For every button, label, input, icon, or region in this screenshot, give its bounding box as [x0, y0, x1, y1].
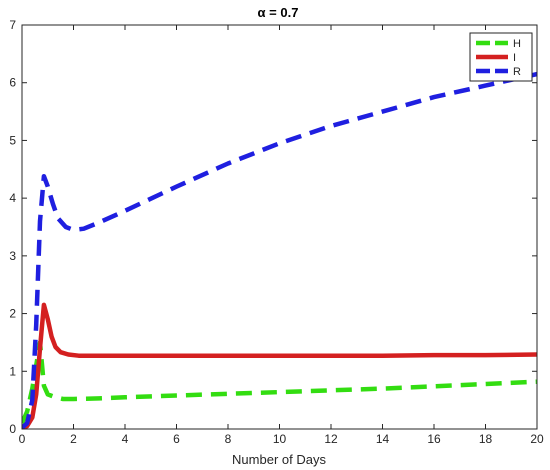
legend-label-i: I — [513, 52, 516, 64]
x-axis-title: Number of Days — [232, 452, 326, 467]
x-tick-label: 8 — [225, 432, 232, 446]
x-tick-label: 12 — [324, 432, 338, 446]
y-tick-label: 5 — [9, 133, 16, 147]
x-tick-label: 6 — [173, 432, 180, 446]
x-tick-label: 10 — [273, 432, 287, 446]
y-tick-label: 6 — [9, 76, 16, 90]
series-line-r — [22, 71, 537, 429]
y-tick-label: 0 — [9, 422, 16, 436]
x-tick-label: 20 — [530, 432, 544, 446]
series-line-i — [22, 302, 537, 429]
x-tick-label: 16 — [427, 432, 441, 446]
y-tick-label: 3 — [9, 249, 16, 263]
x-tick-label: 18 — [479, 432, 493, 446]
y-tick-label: 1 — [9, 364, 16, 378]
y-tick-label: 7 — [9, 18, 16, 32]
y-tick-label: 4 — [9, 191, 16, 205]
x-tick-label: 2 — [70, 432, 77, 446]
legend-label-h: H — [513, 38, 521, 50]
legend: HIR — [469, 32, 533, 82]
plot-frame — [21, 24, 538, 430]
chart-title: α = 0.7 — [258, 5, 299, 20]
legend-label-r: R — [513, 66, 521, 78]
x-tick-label: 0 — [19, 432, 26, 446]
x-tick-label: 4 — [122, 432, 129, 446]
x-tick-label: 14 — [376, 432, 390, 446]
y-tick-label: 2 — [9, 307, 16, 321]
